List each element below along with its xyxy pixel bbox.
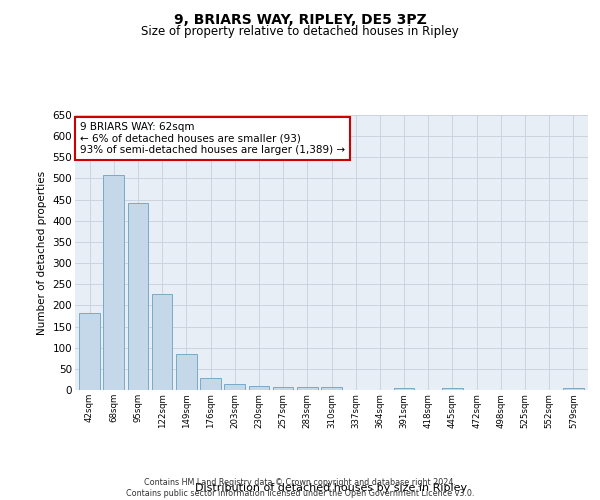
Bar bbox=[442, 388, 463, 390]
Bar bbox=[297, 386, 317, 390]
Text: Size of property relative to detached houses in Ripley: Size of property relative to detached ho… bbox=[141, 25, 459, 38]
Bar bbox=[103, 175, 124, 390]
Bar bbox=[152, 294, 172, 390]
Bar bbox=[176, 354, 197, 390]
Bar bbox=[563, 388, 584, 390]
Text: Contains HM Land Registry data © Crown copyright and database right 2024.
Contai: Contains HM Land Registry data © Crown c… bbox=[126, 478, 474, 498]
Text: 9 BRIARS WAY: 62sqm
← 6% of detached houses are smaller (93)
93% of semi-detache: 9 BRIARS WAY: 62sqm ← 6% of detached hou… bbox=[80, 122, 345, 155]
Bar bbox=[200, 378, 221, 390]
Y-axis label: Number of detached properties: Number of detached properties bbox=[37, 170, 47, 334]
Bar bbox=[273, 387, 293, 390]
Bar bbox=[248, 386, 269, 390]
Text: 9, BRIARS WAY, RIPLEY, DE5 3PZ: 9, BRIARS WAY, RIPLEY, DE5 3PZ bbox=[173, 12, 427, 26]
Bar bbox=[321, 386, 342, 390]
Bar bbox=[394, 388, 415, 390]
X-axis label: Distribution of detached houses by size in Ripley: Distribution of detached houses by size … bbox=[196, 483, 467, 493]
Bar bbox=[224, 384, 245, 390]
Bar bbox=[79, 313, 100, 390]
Bar bbox=[128, 204, 148, 390]
